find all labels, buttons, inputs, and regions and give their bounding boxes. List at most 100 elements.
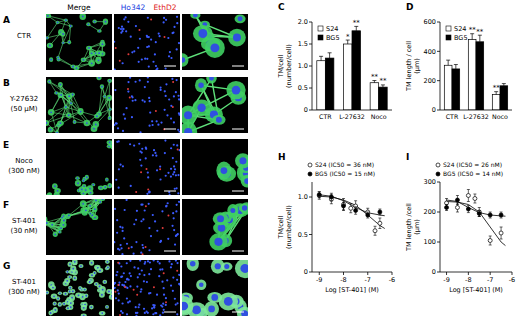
micrograph-bg bbox=[114, 139, 180, 195]
nucleus bbox=[159, 268, 161, 270]
nucleus bbox=[129, 285, 131, 287]
cell bbox=[56, 296, 60, 301]
nucleus bbox=[176, 279, 178, 281]
nucleus bbox=[80, 265, 82, 267]
nucleus bbox=[74, 277, 76, 279]
dead-nucleus bbox=[150, 18, 152, 20]
nucleus bbox=[95, 283, 97, 285]
nucleus bbox=[169, 194, 171, 195]
cell bbox=[81, 305, 87, 311]
y-tick-label: 0 bbox=[432, 106, 436, 114]
nucleus bbox=[118, 140, 120, 142]
nucleus bbox=[164, 152, 166, 154]
bar bbox=[352, 31, 361, 110]
nucleus bbox=[129, 260, 131, 262]
nucleus bbox=[119, 244, 121, 246]
nucleus bbox=[94, 272, 96, 274]
y-tick bbox=[309, 44, 312, 45]
column-header: Ho342 bbox=[121, 3, 146, 12]
cell bbox=[78, 264, 83, 268]
significance: ** bbox=[371, 73, 379, 81]
significance: ** bbox=[379, 77, 387, 85]
nucleus bbox=[190, 261, 196, 267]
y-tick-label: 0 bbox=[432, 268, 436, 276]
nucleus bbox=[107, 267, 109, 269]
nucleus bbox=[92, 184, 94, 186]
y-tick bbox=[437, 182, 440, 183]
cell bbox=[219, 292, 238, 310]
nucleus bbox=[50, 59, 52, 61]
x-axis bbox=[440, 110, 512, 111]
nucleus bbox=[74, 121, 76, 123]
nucleus bbox=[144, 86, 146, 88]
nucleus bbox=[117, 248, 119, 250]
y-axis-title: (number/cell) bbox=[285, 205, 293, 249]
nucleus bbox=[91, 52, 93, 54]
micrograph bbox=[46, 260, 112, 316]
micrograph bbox=[114, 139, 180, 195]
cell bbox=[63, 292, 69, 296]
cell bbox=[190, 14, 200, 19]
nucleus bbox=[69, 291, 71, 293]
nucleus bbox=[139, 273, 141, 275]
dead-nucleus bbox=[117, 284, 119, 286]
legend-swatch bbox=[318, 26, 323, 31]
cell bbox=[78, 286, 82, 290]
nucleus bbox=[54, 233, 56, 235]
cell bbox=[97, 29, 102, 33]
nucleus bbox=[121, 275, 123, 277]
plot-marks bbox=[317, 31, 387, 110]
point bbox=[445, 206, 449, 210]
dead-nucleus bbox=[163, 36, 165, 38]
legend-label: S24 (IC50 = 36 nM) bbox=[315, 161, 374, 168]
nucleus bbox=[163, 287, 165, 289]
nucleus bbox=[177, 95, 179, 97]
nucleus bbox=[126, 243, 128, 245]
error-bar bbox=[349, 204, 352, 213]
nucleus bbox=[125, 16, 127, 18]
nucleus bbox=[69, 287, 71, 289]
nucleus bbox=[143, 280, 145, 282]
nucleus bbox=[72, 268, 74, 270]
legend-label: BG5 (IC50 = 14 nM) bbox=[443, 170, 503, 177]
nucleus bbox=[120, 310, 122, 312]
nucleus bbox=[125, 199, 127, 201]
nucleus bbox=[141, 269, 143, 271]
micrograph-bg bbox=[182, 139, 248, 195]
point bbox=[477, 212, 481, 216]
cell bbox=[58, 226, 63, 231]
nucleus bbox=[68, 114, 70, 116]
error-bar bbox=[374, 226, 377, 235]
cell bbox=[68, 286, 73, 290]
y-axis-title: (μm) bbox=[413, 219, 421, 235]
y-tick bbox=[309, 234, 312, 235]
nucleus bbox=[175, 235, 177, 237]
nucleus bbox=[115, 179, 117, 181]
dead-nucleus bbox=[129, 97, 131, 99]
nucleus bbox=[129, 300, 131, 302]
panel-letter: F bbox=[3, 200, 9, 210]
nucleus bbox=[144, 209, 146, 211]
cell bbox=[58, 291, 62, 295]
y-tick-label: 2.0 bbox=[298, 18, 308, 26]
cell bbox=[107, 140, 112, 145]
nucleus bbox=[241, 310, 248, 316]
cell bbox=[46, 221, 49, 224]
nucleus bbox=[155, 69, 157, 70]
nucleus bbox=[126, 278, 128, 280]
nucleus bbox=[98, 77, 100, 79]
nucleus bbox=[120, 265, 122, 267]
cell bbox=[84, 294, 88, 298]
y-tick-label: 0 bbox=[304, 106, 308, 114]
nucleus bbox=[85, 209, 87, 211]
cell bbox=[99, 292, 105, 298]
nucleus bbox=[161, 305, 163, 307]
nucleus bbox=[167, 238, 169, 240]
nanotube bbox=[58, 43, 63, 58]
nucleus bbox=[170, 57, 172, 59]
cell bbox=[62, 302, 66, 306]
error-bar bbox=[366, 212, 369, 218]
nucleus bbox=[150, 235, 152, 237]
nucleus bbox=[160, 122, 162, 124]
x-tick bbox=[392, 272, 393, 275]
